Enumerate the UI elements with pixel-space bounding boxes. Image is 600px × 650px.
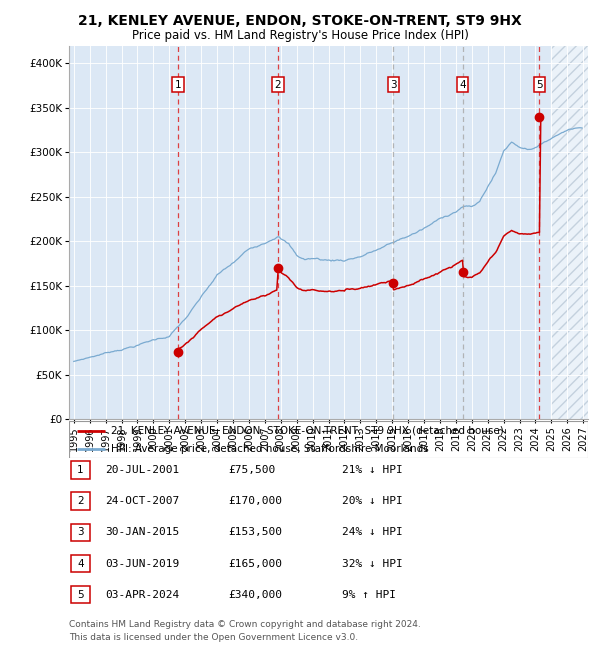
Text: 24% ↓ HPI: 24% ↓ HPI (342, 527, 403, 538)
Text: £165,000: £165,000 (228, 558, 282, 569)
Text: 20% ↓ HPI: 20% ↓ HPI (342, 496, 403, 506)
Text: 3: 3 (77, 527, 84, 538)
Bar (551, 46, 588, 419)
Text: Contains HM Land Registry data © Crown copyright and database right 2024.: Contains HM Land Registry data © Crown c… (69, 619, 421, 629)
Text: 3: 3 (390, 80, 397, 90)
Text: 1: 1 (175, 80, 181, 90)
Text: 20-JUL-2001: 20-JUL-2001 (105, 465, 179, 475)
Text: 2: 2 (77, 496, 84, 506)
Text: 4: 4 (77, 558, 84, 569)
Bar (71, 524, 90, 541)
Text: 1: 1 (77, 465, 84, 475)
Text: This data is licensed under the Open Government Licence v3.0.: This data is licensed under the Open Gov… (69, 632, 358, 642)
Text: 03-APR-2024: 03-APR-2024 (105, 590, 179, 600)
Text: 2: 2 (274, 80, 281, 90)
Bar (71, 555, 90, 572)
Text: £170,000: £170,000 (228, 496, 282, 506)
Bar (71, 493, 90, 510)
Text: 21, KENLEY AVENUE, ENDON, STOKE-ON-TRENT, ST9 9HX: 21, KENLEY AVENUE, ENDON, STOKE-ON-TRENT… (78, 14, 522, 29)
Text: 21% ↓ HPI: 21% ↓ HPI (342, 465, 403, 475)
Text: 24-OCT-2007: 24-OCT-2007 (105, 496, 179, 506)
Text: £153,500: £153,500 (228, 527, 282, 538)
Text: £75,500: £75,500 (228, 465, 275, 475)
Text: HPI: Average price, detached house, Staffordshire Moorlands: HPI: Average price, detached house, Staf… (110, 444, 428, 454)
Text: 5: 5 (77, 590, 84, 600)
Bar (71, 462, 90, 478)
Bar (551, 46, 588, 419)
Text: 9% ↑ HPI: 9% ↑ HPI (342, 590, 396, 600)
Text: 5: 5 (536, 80, 543, 90)
Text: 21, KENLEY AVENUE, ENDON, STOKE-ON-TRENT, ST9 9HX (detached house): 21, KENLEY AVENUE, ENDON, STOKE-ON-TRENT… (110, 426, 503, 436)
Text: 03-JUN-2019: 03-JUN-2019 (105, 558, 179, 569)
Text: 32% ↓ HPI: 32% ↓ HPI (342, 558, 403, 569)
Text: Price paid vs. HM Land Registry's House Price Index (HPI): Price paid vs. HM Land Registry's House … (131, 29, 469, 42)
Bar (71, 586, 90, 603)
Text: £340,000: £340,000 (228, 590, 282, 600)
Text: 30-JAN-2015: 30-JAN-2015 (105, 527, 179, 538)
Text: 4: 4 (459, 80, 466, 90)
